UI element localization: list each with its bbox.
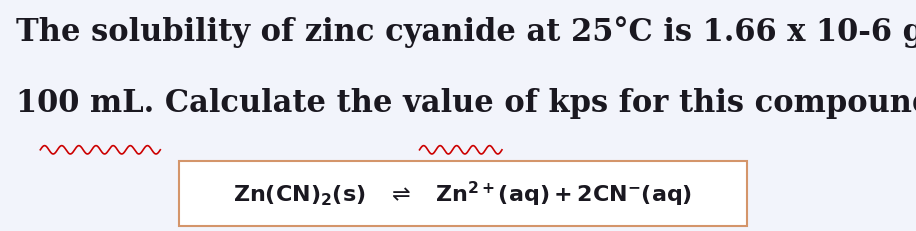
FancyBboxPatch shape [179, 162, 747, 226]
Text: 100 mL. Calculate the value of kps for this compound.: 100 mL. Calculate the value of kps for t… [16, 88, 916, 119]
Text: $\mathbf{Zn(CN)_2(s)}$   $\rightleftharpoons$   $\mathbf{Zn^{2+}(aq) + 2CN^{-}(a: $\mathbf{Zn(CN)_2(s)}$ $\rightleftharpoo… [233, 179, 692, 209]
Text: The solubility of zinc cyanide at 25°C is 1.66 x 10-6 g /: The solubility of zinc cyanide at 25°C i… [16, 16, 916, 48]
